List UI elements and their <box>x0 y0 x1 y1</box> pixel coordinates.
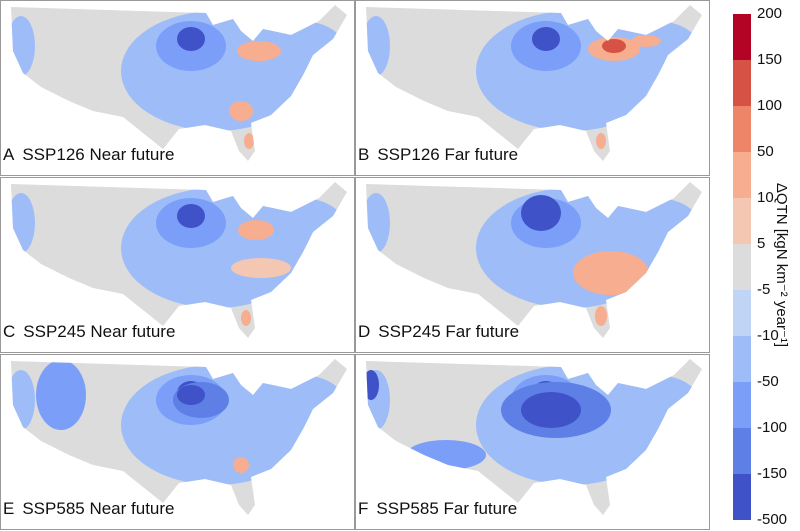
panel-label: F SSP585 Far future <box>358 499 517 519</box>
us-map <box>366 359 702 515</box>
panel-letter: C <box>3 322 16 341</box>
colorbar-tick: -5 <box>757 281 771 298</box>
colorbar-segment <box>733 244 751 290</box>
us-map <box>366 182 702 338</box>
colorbar-tick: 50 <box>757 143 774 160</box>
panel-letter: D <box>358 322 371 341</box>
region-patch <box>573 251 649 295</box>
map-panel-b: B SSP126 Far future <box>355 0 710 176</box>
region-patch <box>36 360 86 430</box>
region-patch <box>233 457 249 473</box>
colorbar-tick: 10 <box>757 189 774 206</box>
map-panel-e: E SSP585 Near future <box>0 354 355 530</box>
region-patch <box>11 16 35 76</box>
panel-label: B SSP126 Far future <box>358 145 518 165</box>
colorbar-tick: -50 <box>757 373 779 390</box>
panel-label: E SSP585 Near future <box>3 499 175 519</box>
colorbar-tick: -10 <box>757 327 779 344</box>
colorbar-segment <box>733 106 751 152</box>
region-patch <box>366 193 390 253</box>
colorbar-segment <box>733 14 751 60</box>
colorbar-tick: 200 <box>757 5 783 22</box>
region-patch <box>237 41 281 61</box>
panel-letter: E <box>3 499 15 518</box>
colorbar-segment <box>733 474 751 520</box>
panel-title: SSP585 Near future <box>22 499 175 518</box>
panel-title: SSP245 Near future <box>23 322 176 341</box>
region-patch <box>611 375 701 435</box>
panel-title: SSP245 Far future <box>378 322 520 341</box>
region-patch <box>631 35 661 47</box>
region-patch <box>366 16 390 76</box>
panel-title: SSP585 Far future <box>376 499 518 518</box>
region-patch <box>177 204 205 228</box>
region-patch <box>366 370 379 400</box>
colorbar-segment <box>733 198 751 244</box>
panel-label: C SSP245 Near future <box>3 322 175 342</box>
panel-label: D SSP245 Far future <box>358 322 519 342</box>
panel-title: SSP126 Far future <box>377 145 519 164</box>
region-patch <box>595 306 607 326</box>
map-panel-f: F SSP585 Far future <box>355 354 710 530</box>
region-patch <box>241 310 251 326</box>
us-map <box>11 359 347 515</box>
panel-label: A SSP126 Near future <box>3 145 175 165</box>
region-patch <box>11 193 35 253</box>
colorbar-segment <box>733 428 751 474</box>
colorbar-tick: -500 <box>757 511 788 528</box>
region-patch <box>229 101 253 121</box>
region-patch <box>406 440 486 470</box>
us-map <box>366 5 702 161</box>
map-panel-a: A SSP126 Near future <box>0 0 355 176</box>
colorbar-label: ΔQTN [kgN km⁻² year⁻¹] <box>773 182 790 348</box>
region-patch <box>596 133 606 149</box>
colorbar-segment <box>733 336 751 382</box>
panel-letter: B <box>358 145 370 164</box>
panel-letter: A <box>3 145 15 164</box>
colorbar-segment <box>733 290 751 336</box>
region-patch <box>244 133 254 149</box>
region-patch <box>256 375 346 435</box>
region-patch <box>177 27 205 51</box>
panel-letter: F <box>358 499 369 518</box>
colorbar-tick: -100 <box>757 419 788 436</box>
map-panel-d: D SSP245 Far future <box>355 177 710 353</box>
colorbar-tick: 150 <box>757 51 783 68</box>
colorbar <box>733 14 751 520</box>
colorbar-tick: -150 <box>757 465 788 482</box>
region-patch <box>177 385 205 405</box>
colorbar-tick: 100 <box>757 97 783 114</box>
region-patch <box>521 392 581 428</box>
us-map <box>11 5 347 161</box>
region-patch <box>238 220 274 240</box>
colorbar-segment <box>733 60 751 106</box>
colorbar-segment <box>733 382 751 428</box>
us-map <box>11 182 347 338</box>
region-patch <box>11 370 35 430</box>
region-patch <box>231 258 291 278</box>
region-patch <box>532 27 560 51</box>
panel-title: SSP126 Near future <box>22 145 175 164</box>
map-panel-c: C SSP245 Near future <box>0 177 355 353</box>
region-patch <box>521 195 561 231</box>
colorbar-segment <box>733 152 751 198</box>
region-patch <box>602 39 626 53</box>
colorbar-tick: 5 <box>757 235 766 252</box>
region-patch <box>611 198 701 258</box>
